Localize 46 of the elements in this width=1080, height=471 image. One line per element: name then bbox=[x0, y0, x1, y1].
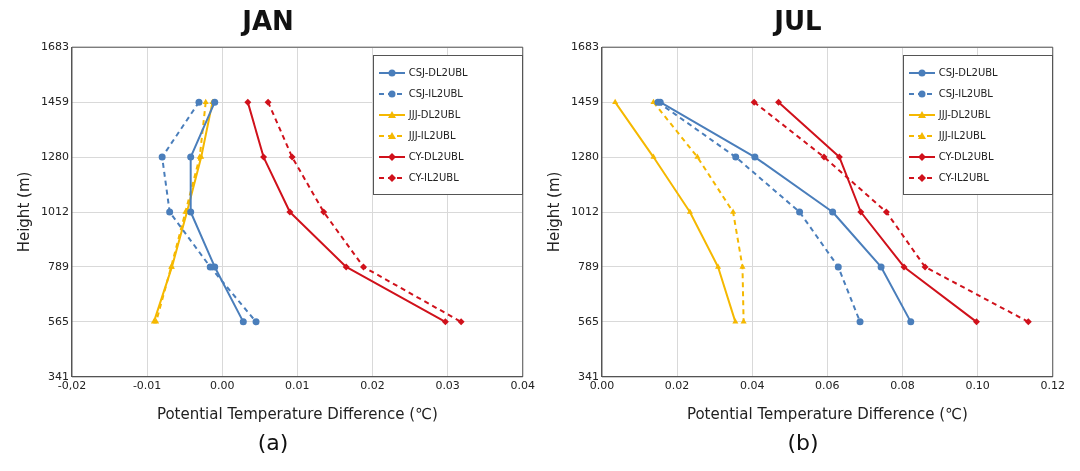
x-tick-label: 0.00 bbox=[589, 379, 615, 393]
y-axis-title: Height (m) bbox=[14, 171, 33, 253]
x-tick-label: 0.08 bbox=[890, 379, 915, 393]
text: (b) bbox=[786, 430, 820, 455]
legend-label: CY-IL2UBL bbox=[938, 172, 989, 184]
x-tick-label: 0.12 bbox=[1040, 379, 1065, 393]
y-tick-label: 1012 bbox=[570, 204, 599, 218]
x-tick-label: 0.06 bbox=[815, 379, 840, 393]
x-tick-label: 0.02 bbox=[360, 379, 385, 393]
chart-title: JAN bbox=[240, 6, 294, 37]
x-tick-label: 0.02 bbox=[664, 379, 690, 393]
legend-label: CSJ-DL2UBL bbox=[408, 67, 468, 79]
text: (a) bbox=[256, 430, 290, 455]
y-tick-label: 789 bbox=[577, 259, 599, 273]
legend-label: CSJ-IL2UBL bbox=[408, 88, 463, 100]
y-tick-label: 1280 bbox=[570, 149, 599, 163]
y-tick-label: 1683 bbox=[570, 40, 599, 54]
x-tick-label: 0.00 bbox=[210, 379, 235, 393]
x-tick-label: 0.04 bbox=[740, 379, 765, 393]
y-tick-label: 789 bbox=[47, 259, 69, 273]
legend-label: CY-IL2UBL bbox=[408, 172, 459, 184]
legend-label: CY-DL2UBL bbox=[938, 151, 994, 163]
x-tick-label: -0,02 bbox=[57, 379, 87, 393]
y-tick-label: 1280 bbox=[40, 149, 69, 163]
legend-label: JJJ-IL2UBL bbox=[938, 130, 986, 142]
y-tick-label: 1012 bbox=[40, 204, 69, 218]
y-tick-label: 565 bbox=[47, 314, 69, 328]
x-axis-title: Potential Temperature Difference (℃) bbox=[156, 404, 438, 423]
x-tick-label: 0.10 bbox=[965, 379, 990, 393]
x-tick-label: 0.03 bbox=[435, 379, 460, 393]
y-tick-label: 565 bbox=[577, 314, 599, 328]
legend-label: CSJ-DL2UBL bbox=[938, 67, 998, 79]
x-axis-title: Potential Temperature Difference (℃) bbox=[686, 404, 968, 423]
chart-title: JUL bbox=[772, 6, 822, 37]
x-tick-label: 0.04 bbox=[510, 379, 535, 393]
y-tick-label: 1683 bbox=[40, 40, 69, 54]
y-tick-label: 1459 bbox=[570, 94, 599, 108]
legend-label: JJJ-IL2UBL bbox=[408, 130, 456, 142]
x-tick-label: 0.01 bbox=[285, 379, 310, 393]
legend-label: JJJ-DL2UBL bbox=[938, 109, 991, 121]
y-tick-label: 1459 bbox=[40, 94, 69, 108]
legend-label: CSJ-IL2UBL bbox=[938, 88, 993, 100]
x-tick-label: -0.01 bbox=[132, 379, 162, 393]
legend-label: CY-DL2UBL bbox=[408, 151, 464, 163]
legend-label: JJJ-DL2UBL bbox=[408, 109, 461, 121]
y-axis-title: Height (m) bbox=[544, 171, 563, 253]
